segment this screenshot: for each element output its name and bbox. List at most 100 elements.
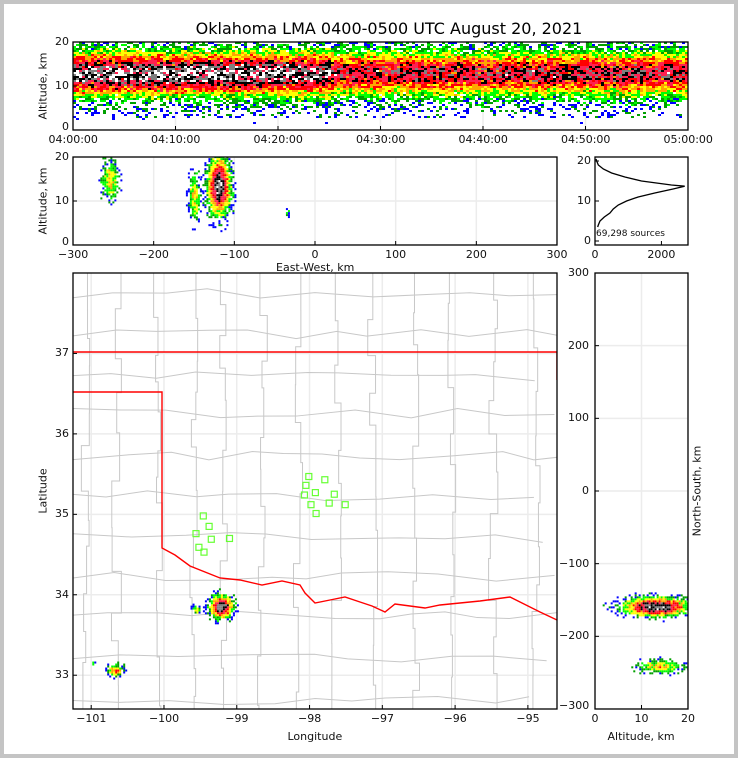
density-cell <box>244 62 247 64</box>
density-cell <box>442 104 445 106</box>
density-cell <box>424 92 427 94</box>
density-cell <box>469 72 472 74</box>
density-cell <box>298 80 301 82</box>
density-cell <box>439 44 442 46</box>
density-cell <box>367 100 370 102</box>
density-cell <box>193 58 196 60</box>
density-cell <box>250 92 253 94</box>
density-cell <box>463 78 466 80</box>
density-cell <box>298 88 301 90</box>
density-cell <box>253 50 256 52</box>
density-cell <box>178 68 181 70</box>
density-cell <box>343 72 346 74</box>
density-cell <box>205 82 208 84</box>
density-cell <box>313 102 316 104</box>
density-cell <box>322 78 325 80</box>
density-cell <box>211 42 214 44</box>
density-cell <box>562 74 565 76</box>
density-cell <box>160 62 163 64</box>
density-cell <box>391 74 394 76</box>
density-cell <box>82 84 85 86</box>
density-cell <box>319 86 322 88</box>
density-cell <box>292 74 295 76</box>
density-cell <box>334 88 337 90</box>
density-cell <box>484 60 487 62</box>
density-cell <box>145 94 148 96</box>
density-cell <box>361 92 364 94</box>
density-cell <box>334 48 337 50</box>
density-cell <box>163 52 166 54</box>
density-cell <box>286 96 289 98</box>
density-cell <box>121 54 124 56</box>
density-cell <box>121 100 124 102</box>
density-cell <box>145 110 148 112</box>
density-cell <box>109 60 112 62</box>
density-cell <box>178 90 181 92</box>
density-cell <box>190 78 193 80</box>
density-cell <box>379 78 382 80</box>
density-cell <box>562 62 565 64</box>
density-cell <box>154 82 157 84</box>
density-cell <box>502 64 505 66</box>
density-cell <box>553 56 556 58</box>
density-cell <box>286 72 289 74</box>
density-cell <box>208 90 211 92</box>
density-cell <box>220 68 223 70</box>
density-cell <box>268 106 271 108</box>
density-cell <box>202 42 205 44</box>
density-cell <box>478 90 481 92</box>
density-cell <box>421 110 424 112</box>
density-cell <box>148 66 151 68</box>
density-cell <box>304 78 307 80</box>
density-cell <box>295 48 298 50</box>
density-cell <box>493 78 496 80</box>
density-cell <box>400 94 403 96</box>
density-cell <box>220 62 223 64</box>
density-cell <box>139 48 142 50</box>
density-cell <box>244 90 247 92</box>
density-cell <box>280 46 283 48</box>
density-cell <box>148 72 151 74</box>
density-cell <box>124 108 127 110</box>
density-cell <box>292 48 295 50</box>
density-cell <box>358 56 361 58</box>
density-cell <box>373 102 376 104</box>
density-cell <box>415 62 418 64</box>
density-cell <box>145 50 148 52</box>
density-cell <box>271 70 274 72</box>
density-cell <box>316 68 319 70</box>
density-cell <box>205 94 208 96</box>
density-cell <box>535 78 538 80</box>
density-cell <box>250 74 253 76</box>
density-cell <box>421 72 424 74</box>
density-cell <box>532 94 535 96</box>
density-cell <box>154 86 157 88</box>
density-cell <box>220 90 223 92</box>
density-cell <box>550 98 553 100</box>
density-cell <box>178 54 181 56</box>
density-cell <box>463 62 466 64</box>
density-cell <box>454 98 457 100</box>
density-cell <box>115 96 118 98</box>
density-cell <box>268 104 271 106</box>
density-cell <box>547 58 550 60</box>
density-cell <box>280 56 283 58</box>
density-cell <box>562 92 565 94</box>
density-cell <box>223 90 226 92</box>
density-cell <box>292 66 295 68</box>
density-cell <box>505 88 508 90</box>
density-cell <box>250 72 253 74</box>
density-cell <box>469 46 472 48</box>
density-cell <box>541 76 544 78</box>
density-cell <box>220 74 223 76</box>
density-cell <box>181 52 184 54</box>
density-cell <box>100 62 103 64</box>
density-cell <box>436 48 439 50</box>
density-cell <box>145 90 148 92</box>
density-cell <box>502 72 505 74</box>
density-cell <box>142 64 145 66</box>
density-cell <box>226 80 229 82</box>
density-cell <box>217 86 220 88</box>
density-cell <box>430 74 433 76</box>
density-cell <box>97 74 100 76</box>
